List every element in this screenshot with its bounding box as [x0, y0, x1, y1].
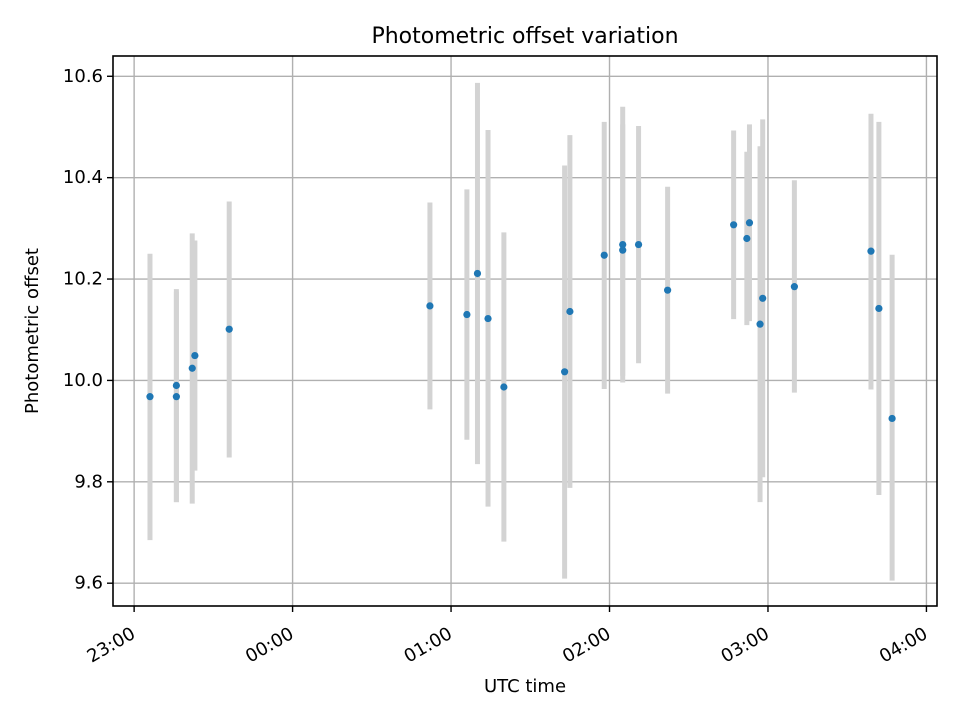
y-tick-label: 9.6: [74, 573, 103, 594]
y-tick-label: 9.8: [74, 471, 103, 492]
x-tick-label: 03:00: [717, 623, 772, 667]
data-point: [188, 364, 196, 372]
x-axis-label: UTC time: [484, 676, 566, 697]
y-tick-label: 10.4: [63, 167, 103, 188]
data-point: [619, 240, 627, 249]
data-point: [619, 246, 627, 254]
data-point: [463, 310, 471, 319]
x-tick-label: 02:00: [559, 623, 614, 667]
x-tick-label: 23:00: [84, 623, 139, 667]
x-tick-label: 00:00: [242, 623, 297, 667]
chart-title: Photometric offset variation: [371, 24, 678, 49]
data-point: [426, 302, 434, 310]
point-layer: [146, 219, 896, 423]
data-point: [875, 304, 883, 313]
data-point: [745, 219, 754, 227]
grid-layer: [113, 56, 937, 606]
data-point: [634, 240, 643, 249]
data-point: [191, 351, 199, 360]
data-point: [730, 221, 738, 229]
plot-frame: [112, 55, 938, 607]
data-point: [561, 368, 569, 376]
x-tick-label: 01:00: [401, 623, 456, 667]
data-point: [756, 320, 764, 328]
y-axis-label: Photometric offset: [22, 248, 43, 414]
x-tick-label: 04:00: [876, 623, 931, 667]
data-point: [600, 251, 608, 259]
data-point: [500, 383, 508, 391]
data-point: [225, 325, 233, 333]
data-point: [888, 414, 896, 423]
y-tick-label: 10.6: [63, 66, 103, 87]
data-point: [146, 393, 154, 401]
data-point: [867, 247, 875, 255]
data-point: [172, 393, 180, 401]
data-point: [759, 294, 767, 302]
data-point: [484, 314, 492, 323]
data-point: [172, 381, 180, 390]
data-point: [790, 283, 798, 291]
y-tick-label: 10.0: [63, 370, 103, 391]
data-point: [566, 307, 574, 316]
data-point: [473, 269, 482, 278]
data-point: [664, 286, 672, 294]
errorbar-layer: [147, 82, 895, 581]
data-point: [743, 234, 751, 243]
y-tick-label: 10.2: [63, 269, 103, 290]
